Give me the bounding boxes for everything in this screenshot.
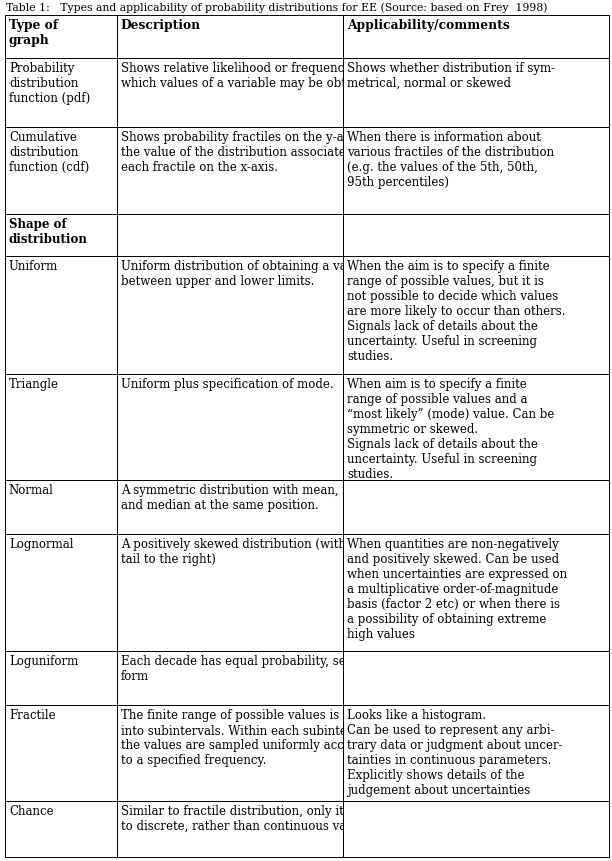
Text: Fractile: Fractile: [9, 709, 56, 722]
Text: Shows probability fractiles on the y-axis and
the value of the distribution asso: Shows probability fractiles on the y-axi…: [121, 131, 386, 174]
Text: Shows whether distribution if sym-
metrical, normal or skewed: Shows whether distribution if sym- metri…: [347, 62, 555, 90]
Text: Table 1:   Types and applicability of probability distributions for EE (Source: : Table 1: Types and applicability of prob…: [6, 3, 548, 13]
Text: The finite range of possible values is divided
into subintervals. Within each su: The finite range of possible values is d…: [121, 709, 386, 767]
Text: Shows relative likelihood or frequency with
which values of a variable may be ob: Shows relative likelihood or frequency w…: [121, 62, 380, 90]
Text: Triangle: Triangle: [9, 378, 59, 391]
Text: When there is information about
various fractiles of the distribution
(e.g. the : When there is information about various …: [347, 131, 554, 189]
Text: Cumulative
distribution
function (cdf): Cumulative distribution function (cdf): [9, 131, 89, 174]
Text: When quantities are non-negatively
and positively skewed. Can be used
when uncer: When quantities are non-negatively and p…: [347, 538, 567, 641]
Text: Description: Description: [121, 20, 201, 33]
Text: A symmetric distribution with mean, mode,
and median at the same position.: A symmetric distribution with mean, mode…: [121, 484, 378, 512]
Text: Shape of
distribution: Shape of distribution: [9, 218, 88, 246]
Text: Looks like a histogram.
Can be used to represent any arbi-
trary data or judgmen: Looks like a histogram. Can be used to r…: [347, 709, 563, 797]
Text: Uniform distribution of obtaining a value
between upper and lower limits.: Uniform distribution of obtaining a valu…: [121, 260, 365, 288]
Text: Type of
graph: Type of graph: [9, 20, 58, 47]
Text: Probability
distribution
function (pdf): Probability distribution function (pdf): [9, 62, 90, 105]
Text: Loguniform: Loguniform: [9, 655, 78, 668]
Text: When the aim is to specify a finite
range of possible values, but it is
not poss: When the aim is to specify a finite rang…: [347, 260, 565, 363]
Text: A positively skewed distribution (with a long
tail to the right): A positively skewed distribution (with a…: [121, 538, 386, 566]
Text: Uniform plus specification of mode.: Uniform plus specification of mode.: [121, 378, 334, 391]
Text: Uniform: Uniform: [9, 260, 58, 274]
Text: Chance: Chance: [9, 805, 53, 818]
Text: When aim is to specify a finite
range of possible values and a
“most likely” (mo: When aim is to specify a finite range of…: [347, 378, 554, 481]
Text: Lognormal: Lognormal: [9, 538, 73, 551]
Text: Normal: Normal: [9, 484, 54, 497]
Text: Similar to fractile distribution, only it applies
to discrete, rather than conti: Similar to fractile distribution, only i…: [121, 805, 390, 833]
Text: Applicability/comments: Applicability/comments: [347, 20, 510, 33]
Text: Each decade has equal probability, see uni-
form: Each decade has equal probability, see u…: [121, 655, 379, 684]
